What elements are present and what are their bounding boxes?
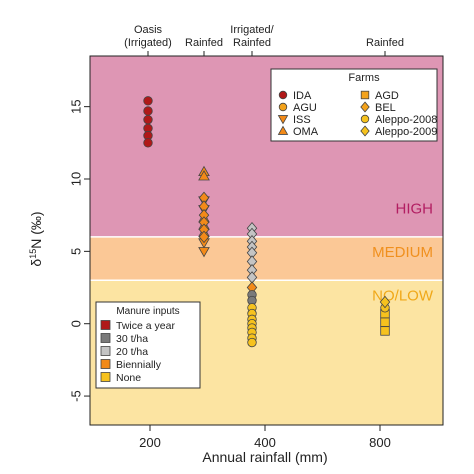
farm-legend-marker xyxy=(277,125,289,135)
x-axis-title: Annual rainfall (mm) xyxy=(202,449,327,465)
input-legend-swatch xyxy=(100,333,111,343)
farm-legend-marker xyxy=(360,114,370,124)
y-tick-label: 0 xyxy=(69,320,84,327)
farm-legend-label: BEL xyxy=(375,102,396,114)
top-labels-layer: Oasis(Irrigated) RainfedIrrigated/Rainfed… xyxy=(124,24,404,49)
farm-legend-marker xyxy=(360,125,370,137)
point-agd xyxy=(380,326,390,336)
band-label-high: HIGH xyxy=(396,201,434,218)
farm-legend-label: IDA xyxy=(293,90,312,102)
farm-legend-marker xyxy=(277,115,289,125)
farm-legend-label: ISS xyxy=(293,114,311,126)
x-tick-label: 800 xyxy=(369,435,391,450)
input-legend-label: Biennially xyxy=(116,359,162,371)
farm-legend-marker xyxy=(360,90,370,100)
y-axis-title: δ15N (‰) xyxy=(28,211,44,266)
farms-legend: Farms IDA AGD AGU BEL ISS Aleppo-2008 OMA Aleppo… xyxy=(270,68,438,142)
input-legend-swatch xyxy=(100,359,111,369)
point-aleppo-2009 xyxy=(379,295,391,309)
plot-frame xyxy=(89,55,444,426)
x-axis: 200 400 800 xyxy=(139,51,391,450)
point-ida xyxy=(143,96,153,106)
inputs-legend-title: Manure inputs xyxy=(116,306,179,317)
farm-legend-marker xyxy=(278,102,288,112)
y-axis-title-sup: 15 xyxy=(28,249,38,259)
farm-legend-label: AGD xyxy=(375,90,399,102)
top-label: Rainfed xyxy=(366,37,404,49)
farms-legend-box xyxy=(270,68,438,142)
farm-legend-label: Aleppo-2009 xyxy=(375,126,437,138)
points-layer xyxy=(143,96,391,348)
point-ida xyxy=(143,114,153,125)
y-axis: -5 0 5 10 15 xyxy=(69,99,90,402)
point-agu xyxy=(247,337,257,348)
input-legend-label: 20 t/ha xyxy=(116,346,148,358)
x-tick-label: 400 xyxy=(254,435,276,450)
input-legend-swatch xyxy=(100,372,111,382)
input-legend-label: None xyxy=(116,372,141,384)
farm-legend-marker xyxy=(278,90,288,100)
farm-legend-label: AGU xyxy=(293,102,317,114)
farm-legend-marker xyxy=(360,101,370,113)
top-label: (Irrigated) xyxy=(124,37,172,49)
y-tick-label: 10 xyxy=(69,172,84,186)
point-ida xyxy=(143,138,153,148)
top-label: Rainfed xyxy=(185,37,223,49)
y-axis-title-delta: δ xyxy=(28,259,44,267)
top-label: Rainfed xyxy=(233,37,271,49)
inputs-legend-box xyxy=(95,301,201,389)
x-tick-label: 200 xyxy=(139,435,161,450)
top-label: Irrigated/ xyxy=(230,24,274,36)
point-iss xyxy=(198,247,210,258)
top-label: Oasis xyxy=(134,24,163,36)
input-legend-label: 30 t/ha xyxy=(116,333,148,345)
point-ida xyxy=(143,106,153,116)
band-label-medium: MEDIUM xyxy=(372,244,433,261)
input-legend-swatch xyxy=(100,320,111,330)
y-tick-label: -5 xyxy=(69,390,84,402)
point-oma xyxy=(198,170,210,181)
y-tick-label: 5 xyxy=(69,248,84,255)
farms-legend-title: Farms xyxy=(348,72,380,84)
point-agd xyxy=(380,317,390,327)
input-legend-label: Twice a year xyxy=(116,320,175,332)
input-legend-swatch xyxy=(100,346,111,356)
band-medium xyxy=(90,236,443,281)
point-bel xyxy=(198,230,210,244)
y-tick-label: 15 xyxy=(69,99,84,113)
farm-legend-label: OMA xyxy=(293,126,319,138)
farm-legend-label: Aleppo-2008 xyxy=(375,114,437,126)
y-axis-title-rest: N (‰) xyxy=(28,211,44,248)
